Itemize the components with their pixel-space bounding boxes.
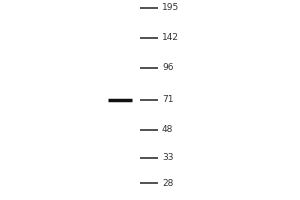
Text: 48: 48 (162, 126, 173, 134)
Text: 33: 33 (162, 154, 173, 162)
Text: 195: 195 (162, 3, 179, 12)
Text: 142: 142 (162, 33, 179, 43)
Text: 71: 71 (162, 96, 173, 104)
Text: 96: 96 (162, 64, 173, 72)
Text: 28: 28 (162, 178, 173, 188)
